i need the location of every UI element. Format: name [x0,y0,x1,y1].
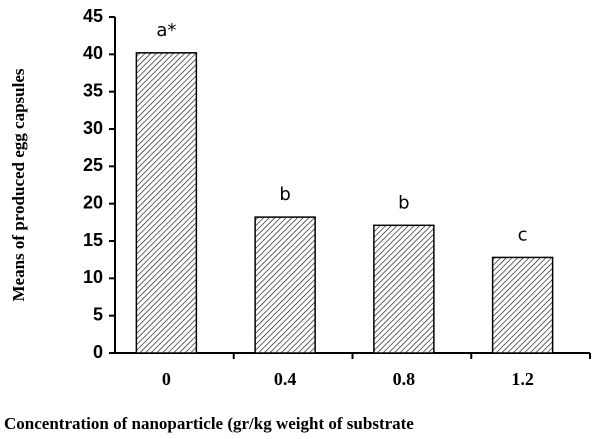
bar [135,52,198,354]
x-tick-label: 0.8 [393,369,416,389]
x-axis-label: Concentration of nanoparticle (gr/kg wei… [4,414,414,433]
y-tick-label: 40 [83,43,103,63]
annotation: a* [156,20,176,41]
bar [373,224,435,354]
y-tick-label: 35 [83,80,103,100]
x-tick-label: 0.4 [274,369,297,389]
y-tick-label: 25 [83,155,103,175]
y-tick-label: 10 [83,267,103,287]
x-tick-label: 1.2 [511,369,534,389]
bar [254,216,316,354]
y-tick-label: 20 [83,192,103,212]
y-tick-label: 30 [83,118,103,138]
annotation: b [398,192,409,213]
y-tick-label: 15 [83,230,103,250]
x-tick-label: 0 [162,369,171,389]
y-axis-label: Means of produced egg capsules [9,68,28,301]
annotation: b [279,184,290,205]
y-tick-label: 0 [93,342,103,362]
y-tick-label: 45 [83,6,103,26]
annotation: c [518,224,528,245]
y-tick-label: 5 [93,304,103,324]
bar [491,256,554,354]
